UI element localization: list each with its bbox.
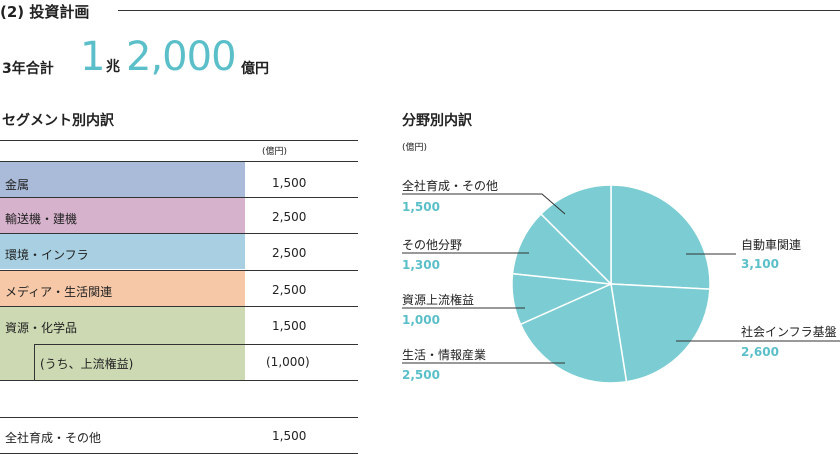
heading-rule <box>118 10 840 11</box>
pie-slice-social-infrastructure <box>610 283 711 383</box>
segment-value: 2,500 <box>272 210 307 224</box>
pie-value-automotive: 3,100 <box>741 257 779 271</box>
pie-value-other-fields: 1,300 <box>402 258 440 272</box>
pie-value-corporate-other: 1,500 <box>402 200 440 214</box>
segment-value: 1,500 <box>272 319 307 333</box>
distribution-unit-label: (億円) <box>402 143 428 153</box>
section-heading: (2) 投資計画 <box>0 3 90 21</box>
leader-line-corporate-other <box>402 193 566 215</box>
total-trillion-value: 1 <box>80 34 105 80</box>
segment-label: 輸送機・建機 <box>5 212 78 226</box>
table-rule <box>0 161 358 162</box>
segment-row-media <box>0 271 245 306</box>
sub-row-label: (うち、上流権益) <box>40 357 134 371</box>
pie-value-lifestyle-information: 2,500 <box>402 368 440 382</box>
segment-value: 2,500 <box>272 283 307 297</box>
table-rule <box>34 344 358 345</box>
pie-value-upstream-resources: 1,000 <box>402 313 440 327</box>
pie-label-corporate-other: 全社育成・その他 <box>402 179 499 193</box>
table-rule <box>0 140 358 141</box>
segment-label: 環境・インフラ <box>5 248 89 262</box>
segment-breakdown-title: セグメント別内訳 <box>2 113 114 129</box>
total-hundred-million-value: 2,000 <box>126 34 237 80</box>
segment-row-environment <box>0 234 245 269</box>
total-label: 3年合計 <box>2 61 54 77</box>
pie-label-lifestyle-information: 生活・情報産業 <box>402 348 487 362</box>
segment-row-resources <box>0 307 245 380</box>
table-rule <box>0 270 358 271</box>
total-trillion-unit: 兆 <box>106 59 120 75</box>
segment-value: 1,500 <box>272 176 307 190</box>
pie-label-social-infrastructure: 社会インフラ基盤 <box>741 325 837 339</box>
pie-value-social-infrastructure: 2,600 <box>741 345 779 359</box>
table-rule <box>0 233 358 234</box>
pie-slice-other-fields <box>511 212 614 285</box>
other-row-value: 1,500 <box>272 429 307 443</box>
sub-row-indent-rule <box>34 344 35 380</box>
segment-label: メディア・生活関連 <box>5 285 113 299</box>
pie-label-upstream-resources: 資源上流権益 <box>402 293 475 307</box>
pie-label-automotive: 自動車関連 <box>741 238 802 252</box>
segment-row-metals <box>0 162 245 197</box>
pie-label-other-fields: その他分野 <box>402 238 463 252</box>
sub-row-value: (1,000) <box>266 355 310 369</box>
pie-slice-automotive <box>610 184 711 290</box>
segment-label: 資源・化学品 <box>5 321 78 335</box>
table-rule <box>0 417 358 418</box>
table-rule <box>0 197 358 198</box>
segment-label: 金属 <box>5 178 30 192</box>
table-rule <box>0 306 358 307</box>
pie-slice-corporate-other <box>539 184 612 286</box>
table-rule <box>0 380 358 381</box>
other-row-label: 全社育成・その他 <box>5 431 102 445</box>
segment-value: 2,500 <box>272 246 307 260</box>
pie-slice-lifestyle-information <box>519 282 628 384</box>
distribution-title: 分野別内訳 <box>402 113 472 129</box>
segment-row-transport <box>0 198 245 233</box>
segment-unit-label: (億円) <box>262 147 288 157</box>
total-hundred-million-unit: 億円 <box>241 61 269 77</box>
